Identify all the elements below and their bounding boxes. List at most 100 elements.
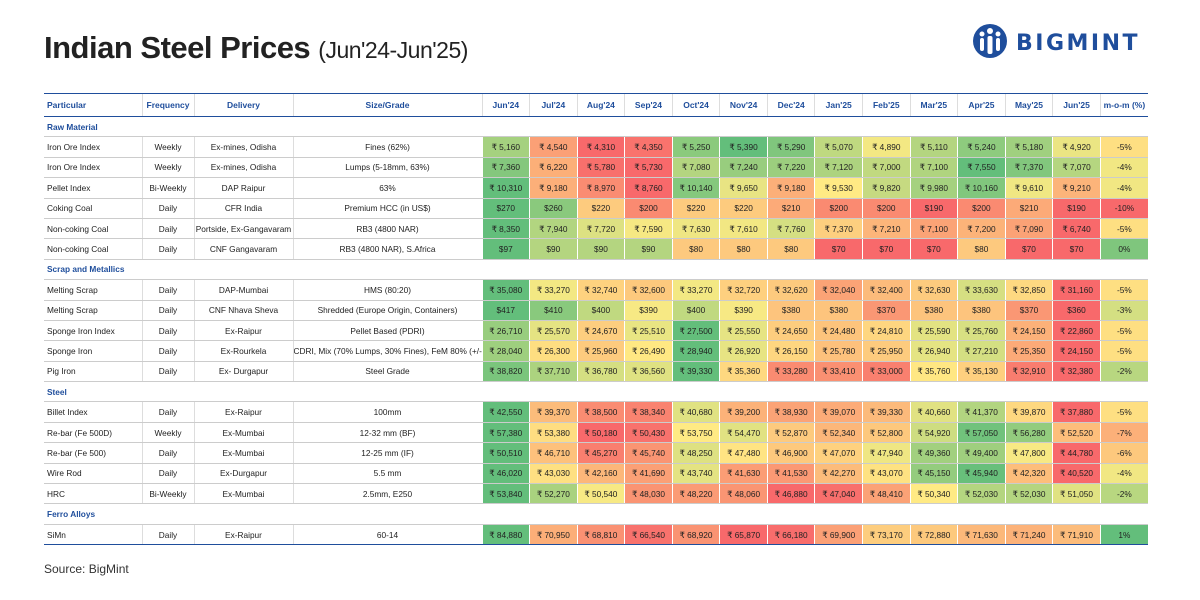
price-cell: ₹ 43,070 [862,463,911,485]
frequency: Daily [141,442,194,464]
price-cell: $90 [624,238,673,260]
price-table: Particular Frequency Delivery Size/Grade Jun… [44,93,1148,546]
size-grade: CDRI, Mix (70% Lumps, 30% Fines), FeM 80… [292,340,482,362]
section-row: Scrap and Metallics [44,259,1148,281]
section-name: Ferro Alloys [44,503,1148,525]
delivery: Ex-Durgapur [193,463,293,485]
price-cell: ₹ 5,290 [766,136,815,158]
price-cell: $97 [481,238,530,260]
price-cell: ₹ 9,210 [1052,177,1101,199]
frequency: Weekly [141,136,194,158]
price-cell: ₹ 9,610 [1004,177,1053,199]
data-row: Sponge Iron Index Daily Ex-Raipur Pellet Ba… [44,320,1148,342]
price-cell: ₹ 38,930 [766,401,815,423]
price-cell: ₹ 44,780 [1052,442,1101,464]
price-cell: ₹ 4,350 [624,136,673,158]
particular: Coking Coal [44,198,142,219]
price-cell: ₹ 39,870 [1004,401,1053,423]
price-cell: ₹ 33,270 [671,279,720,301]
delivery: Ex-Mumbai [193,442,293,464]
price-cell: ₹ 35,130 [957,361,1006,383]
column-header: Sep'24 [624,93,673,117]
price-cell: $380 [909,300,958,321]
header-row: Particular Frequency Delivery Size/Grade Jun… [44,93,1148,117]
price-cell: ₹ 45,940 [957,463,1006,485]
column-header: Oct'24 [671,93,720,117]
price-cell: ₹ 7,240 [719,157,768,179]
data-row: Iron Ore Index Weekly Ex-mines, Odisha Fine… [44,136,1148,158]
mom-cell: 1% [1099,524,1148,546]
price-cell: ₹ 40,660 [909,401,958,423]
particular: Melting Scrap [44,279,142,301]
price-cell: $380 [814,300,863,321]
price-cell: ₹ 5,070 [814,136,863,158]
price-cell: ₹ 24,650 [766,320,815,342]
price-cell: ₹ 4,920 [1052,136,1101,158]
particular: Non-coking Coal [44,238,142,260]
data-row: Melting Scrap Daily DAP-Mumbai HMS (80:20) ₹… [44,279,1148,301]
price-cell: ₹ 32,740 [576,279,625,301]
price-cell: ₹ 66,180 [766,524,815,546]
mom-cell: -2% [1099,483,1148,505]
size-grade: Pellet Based (PDRI) [292,320,482,342]
price-cell: ₹ 33,000 [862,361,911,383]
price-cell: ₹ 71,630 [957,524,1006,546]
price-cell: ₹ 49,400 [957,442,1006,464]
price-cell: ₹ 42,160 [576,463,625,485]
price-cell: ₹ 37,880 [1052,401,1101,423]
price-cell: ₹ 39,200 [719,401,768,423]
price-cell: ₹ 26,920 [719,340,768,362]
price-cell: ₹ 42,270 [814,463,863,485]
delivery: Ex-Raipur [193,401,293,423]
size-grade: 12-32 mm (BF) [292,422,482,444]
price-cell: $390 [624,300,673,321]
particular: Melting Scrap [44,300,142,321]
size-grade: 100mm [292,401,482,423]
price-cell: ₹ 25,590 [909,320,958,342]
price-cell: ₹ 47,040 [814,483,863,505]
price-cell: ₹ 45,270 [576,442,625,464]
mom-cell: -5% [1099,136,1148,158]
price-cell: ₹ 50,510 [481,442,530,464]
data-row: Pellet Index Bi-Weekly DAP Raipur 63% ₹ 10,3… [44,177,1148,199]
price-cell: ₹ 46,710 [529,442,578,464]
price-cell: ₹ 9,180 [766,177,815,199]
price-cell: ₹ 40,520 [1052,463,1101,485]
delivery: Portside, Ex-Gangavaram [193,218,293,240]
price-cell: ₹ 7,000 [862,157,911,179]
price-cell: ₹ 28,940 [671,340,720,362]
column-header: Jul'24 [529,93,578,117]
particular: Iron Ore Index [44,157,142,179]
price-cell: ₹ 9,650 [719,177,768,199]
price-cell: ₹ 48,250 [671,442,720,464]
delivery: CNF Nhava Sheva [193,300,293,321]
price-cell: ₹ 36,560 [624,361,673,383]
frequency: Daily [141,279,194,301]
price-cell: $200 [957,198,1006,219]
price-cell: ₹ 31,160 [1052,279,1101,301]
price-cell: ₹ 5,180 [1004,136,1053,158]
price-cell: ₹ 66,540 [624,524,673,546]
price-cell: ₹ 5,730 [624,157,673,179]
mom-cell: -5% [1099,218,1148,240]
data-row: SiMn Daily Ex-Raipur 60-14 ₹ 84,880 ₹ 70,950 ₹… [44,524,1148,546]
price-cell: $80 [766,238,815,260]
price-cell: ₹ 71,240 [1004,524,1053,546]
price-cell: ₹ 26,710 [481,320,530,342]
price-cell: ₹ 9,180 [529,177,578,199]
mom-cell: -5% [1099,340,1148,362]
price-cell: ₹ 46,020 [481,463,530,485]
price-cell: ₹ 4,890 [862,136,911,158]
price-cell: $210 [1004,198,1053,219]
price-cell: ₹ 5,110 [909,136,958,158]
size-grade: Fines (62%) [292,136,482,158]
price-cell: ₹ 69,900 [814,524,863,546]
section-name: Raw Material [44,116,1148,138]
price-cell: ₹ 26,490 [624,340,673,362]
price-cell: ₹ 25,780 [814,340,863,362]
price-cell: ₹ 48,410 [862,483,911,505]
price-cell: ₹ 6,740 [1052,218,1101,240]
price-cell: ₹ 8,760 [624,177,673,199]
data-row: Pig Iron Daily Ex- Durgapur Steel Grade ₹ 38… [44,361,1148,383]
price-cell: ₹ 7,070 [1052,157,1101,179]
